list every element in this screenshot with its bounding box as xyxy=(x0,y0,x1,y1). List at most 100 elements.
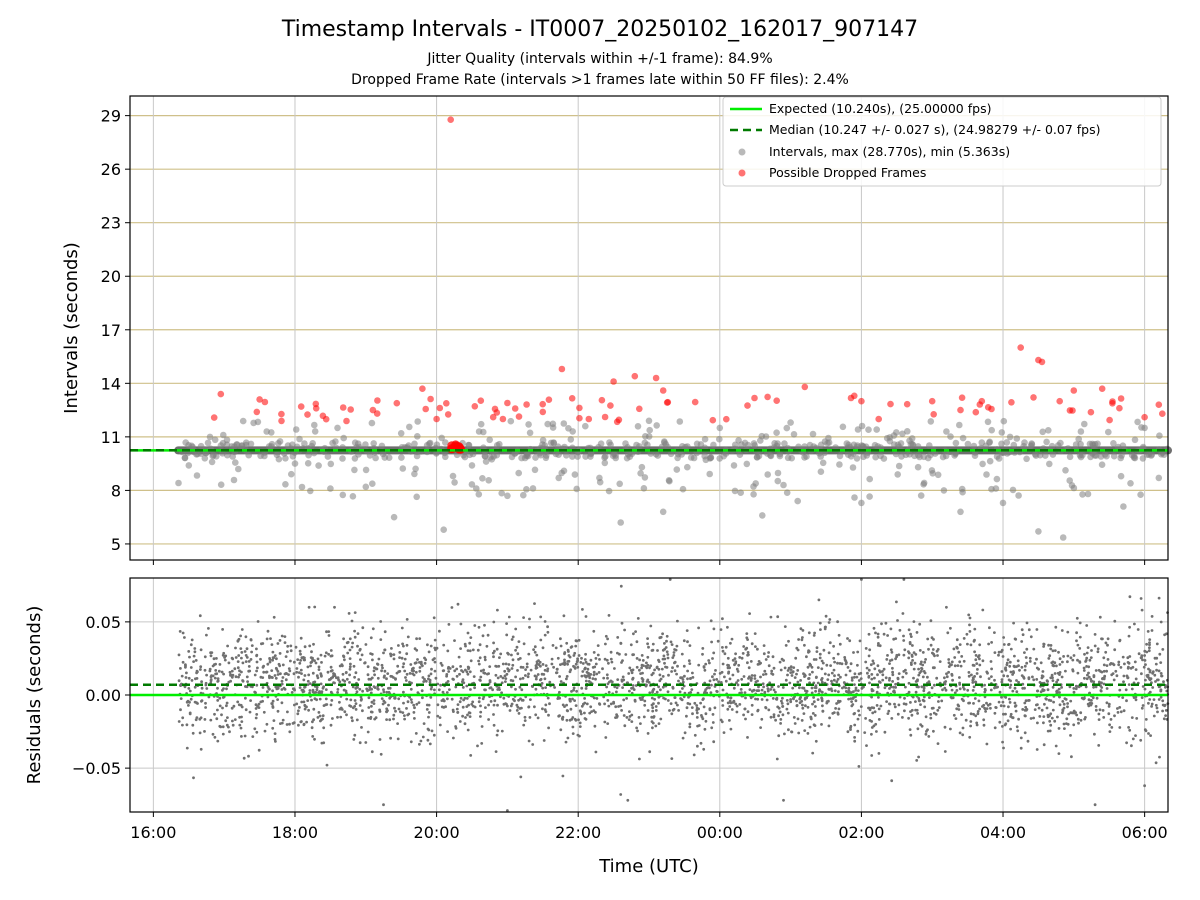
residual-point xyxy=(236,700,240,704)
residual-point xyxy=(791,670,795,674)
residual-point xyxy=(300,688,304,692)
interval-point xyxy=(784,454,792,462)
residual-point xyxy=(811,751,815,755)
residual-point xyxy=(250,650,254,654)
residual-point xyxy=(1085,624,1089,627)
residual-point xyxy=(701,652,704,656)
residual-point xyxy=(662,696,665,700)
residual-point xyxy=(972,702,975,705)
residual-point xyxy=(651,706,655,710)
residual-point xyxy=(1108,723,1111,727)
residual-point xyxy=(688,722,692,726)
interval-point xyxy=(518,454,525,462)
residual-point xyxy=(709,619,713,623)
residual-point xyxy=(554,646,558,650)
residual-point xyxy=(225,687,228,691)
residual-point xyxy=(936,742,940,745)
residual-point xyxy=(243,650,247,653)
residual-point xyxy=(1087,671,1090,675)
residual-point xyxy=(318,697,322,701)
residual-point xyxy=(424,679,428,683)
residual-point xyxy=(1128,625,1131,629)
residual-point xyxy=(181,723,184,727)
residual-point xyxy=(760,717,764,721)
residual-point xyxy=(701,717,705,721)
dropped-frame-point xyxy=(443,400,450,407)
interval-point xyxy=(235,465,242,473)
residual-point xyxy=(729,696,732,700)
residual-point xyxy=(663,661,666,665)
residual-point xyxy=(806,732,810,735)
residual-point xyxy=(641,671,644,675)
residual-point xyxy=(682,664,686,668)
residual-point xyxy=(895,600,898,604)
residual-point xyxy=(757,689,761,692)
residual-point xyxy=(828,618,832,621)
interval-point xyxy=(298,483,306,491)
residual-point xyxy=(369,636,373,640)
residual-point xyxy=(1143,687,1147,691)
residual-point xyxy=(484,706,487,709)
residual-point xyxy=(227,725,230,729)
residual-point xyxy=(542,739,546,742)
residual-point xyxy=(295,667,299,670)
residual-point xyxy=(514,648,517,652)
residual-point xyxy=(246,680,250,683)
interval-point xyxy=(1059,534,1067,541)
residual-point xyxy=(302,722,306,726)
residual-point xyxy=(751,689,755,693)
interval-point xyxy=(385,454,393,462)
interval-point xyxy=(433,450,440,457)
residual-point xyxy=(606,637,609,641)
residual-point xyxy=(832,656,836,660)
dropped-frame-point xyxy=(419,385,426,393)
legend-box xyxy=(722,96,1162,187)
residual-point xyxy=(750,674,754,677)
residual-point xyxy=(666,653,670,656)
residual-point xyxy=(976,712,980,716)
interval-point xyxy=(315,462,322,469)
residual-point xyxy=(356,644,359,648)
residual-point xyxy=(307,605,311,609)
residual-point xyxy=(1153,673,1157,677)
residual-point xyxy=(877,752,881,755)
residual-point xyxy=(1144,678,1147,682)
residual-point xyxy=(776,705,780,709)
residual-point xyxy=(1006,674,1009,678)
residual-point xyxy=(311,656,314,660)
residual-point xyxy=(1035,657,1038,661)
interval-point xyxy=(892,450,900,458)
residual-point xyxy=(1046,688,1050,692)
residual-point xyxy=(650,696,654,700)
dropped-frame-point xyxy=(972,408,980,416)
residual-point xyxy=(640,666,643,670)
residual-point xyxy=(385,677,388,681)
residual-point xyxy=(918,699,921,703)
residual-point xyxy=(346,651,350,655)
residual-point xyxy=(990,641,993,644)
residual-point xyxy=(981,608,985,612)
interval-point xyxy=(1066,453,1074,461)
dropped-frame-point xyxy=(958,394,966,402)
residual-point xyxy=(397,644,400,647)
residual-point xyxy=(185,723,189,727)
residual-point xyxy=(800,638,804,642)
interval-point xyxy=(469,450,477,458)
residual-point xyxy=(1049,644,1053,647)
residual-point xyxy=(481,697,485,701)
residual-point xyxy=(370,676,374,680)
residual-point xyxy=(487,703,490,707)
residual-point xyxy=(419,660,423,664)
interval-point xyxy=(488,456,496,463)
residual-point xyxy=(661,657,665,661)
residual-point xyxy=(710,640,713,644)
residual-point xyxy=(616,678,620,681)
residual-point xyxy=(1007,678,1011,682)
residual-point xyxy=(1090,679,1093,683)
dropped-frame-point xyxy=(499,415,507,423)
interval-point xyxy=(853,455,861,462)
residual-point xyxy=(887,709,891,713)
residual-point xyxy=(228,670,232,674)
residual-point xyxy=(179,684,183,687)
residual-point xyxy=(220,670,224,674)
